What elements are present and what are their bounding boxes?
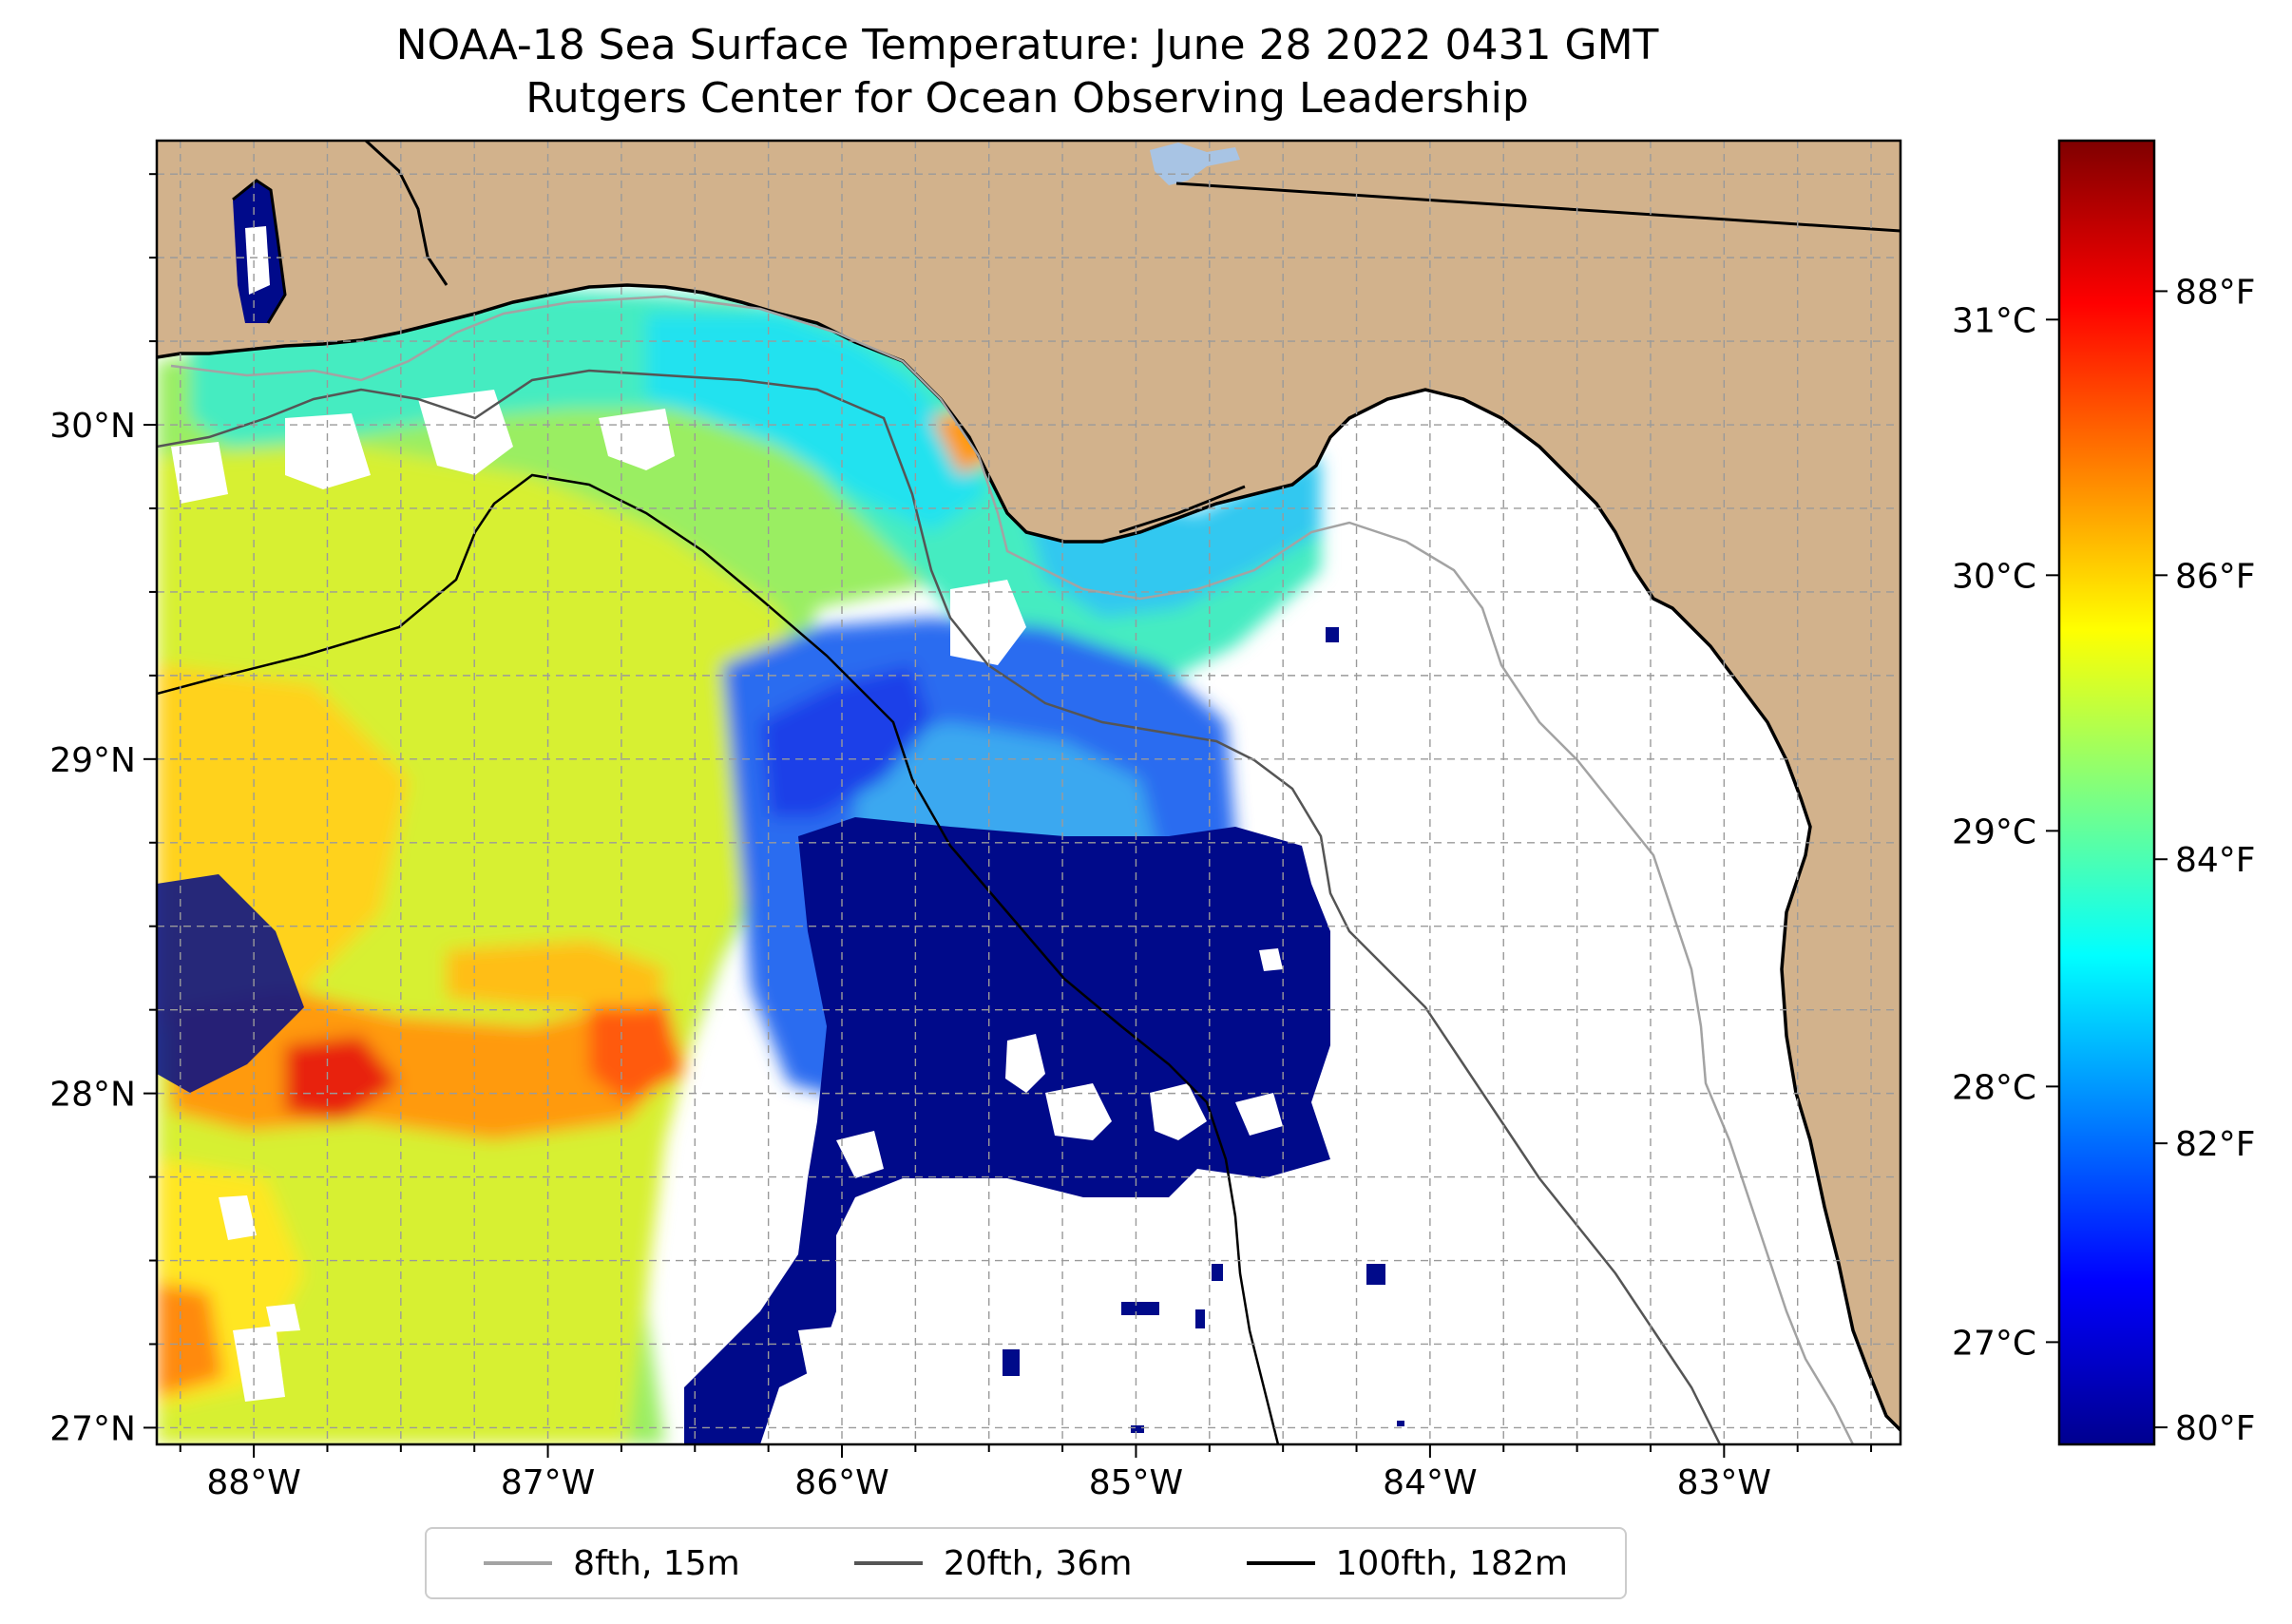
legend-swatch-100fth: [1246, 1561, 1315, 1565]
x-tick-label: 86°W: [794, 1463, 888, 1502]
contour-100fth: [157, 473, 1280, 1444]
legend-swatch-8fth: [484, 1561, 553, 1565]
legend-item-100fth: 100fth, 182m: [1246, 1543, 1568, 1583]
cold-water-region: [684, 817, 1330, 1444]
y-tick-label: 30°N: [49, 407, 136, 446]
map-border: [155, 139, 1902, 1446]
x-tick-label: 87°W: [501, 1463, 595, 1502]
mobile-bay-clouds: [245, 226, 270, 295]
cold-pixels: [1003, 627, 1404, 1433]
cold-water-west: [157, 874, 304, 1093]
fahrenheit-tick-label: 88°F: [2175, 273, 2256, 312]
x-tick-label: 83°W: [1677, 1463, 1771, 1502]
colorbar-scale: [2057, 139, 2156, 1446]
contour-8fth: [170, 295, 1855, 1444]
x-tick-label: 85°W: [1089, 1463, 1183, 1502]
legend-swatch-20fth: [853, 1561, 923, 1565]
celsius-tick-label: 31°C: [1952, 301, 2036, 340]
chart-title: NOAA-18 Sea Surface Temperature: June 28…: [395, 21, 1659, 69]
y-tick-label: 29°N: [49, 741, 136, 780]
state-boundary: [1175, 182, 1900, 233]
graticule: [157, 141, 1900, 1444]
barrier-island: [1118, 485, 1246, 534]
bay-coastline: [232, 179, 287, 324]
fahrenheit-tick-label: 84°F: [2175, 841, 2256, 880]
colorbar: 31°C 30°C 29°C 28°C 27°C 88°F 86°F 84°F 82°F 80°F: [1952, 139, 2256, 1448]
y-tick-label: 27°N: [49, 1409, 136, 1448]
fahrenheit-tick-label: 86°F: [2175, 557, 2256, 596]
legend-label-20fth: 20fth, 36m: [943, 1543, 1133, 1583]
chart-subtitle: Rutgers Center for Ocean Observing Leade…: [525, 74, 1529, 123]
florida-peninsula: [1796, 1074, 1900, 1430]
land-mass: [157, 141, 1900, 1430]
legend-label-100fth: 100fth, 182m: [1335, 1543, 1568, 1583]
x-tick-label: 88°W: [206, 1463, 300, 1502]
map-axes: 88°W 87°W 86°W 85°W 84°W 83°W 30°N 29°N 28°N 27°N: [49, 173, 1873, 1502]
celsius-tick-label: 29°C: [1952, 812, 2036, 851]
y-tick-label: 28°N: [49, 1076, 136, 1115]
coastline: [157, 283, 1900, 1432]
celsius-tick-label: 27°C: [1952, 1324, 2036, 1363]
fahrenheit-tick-label: 80°F: [2175, 1409, 2256, 1448]
map-area: [157, 141, 1900, 1444]
fahrenheit-tick-label: 82°F: [2175, 1125, 2256, 1164]
celsius-tick-label: 30°C: [1952, 557, 2036, 596]
legend-label-8fth: 8fth, 15m: [573, 1543, 740, 1583]
sst-field: [157, 290, 1321, 1444]
legend-item-20fth: 20fth, 36m: [853, 1543, 1133, 1583]
contour-legend: 8fth, 15m 20fth, 36m 100fth, 182m: [425, 1527, 1627, 1599]
legend-item-8fth: 8fth, 15m: [484, 1544, 740, 1583]
contour-20fth: [157, 369, 1722, 1444]
x-tick-label: 84°W: [1383, 1463, 1477, 1502]
state-line-al-fl: [364, 141, 449, 286]
celsius-tick-label: 28°C: [1952, 1068, 2036, 1107]
